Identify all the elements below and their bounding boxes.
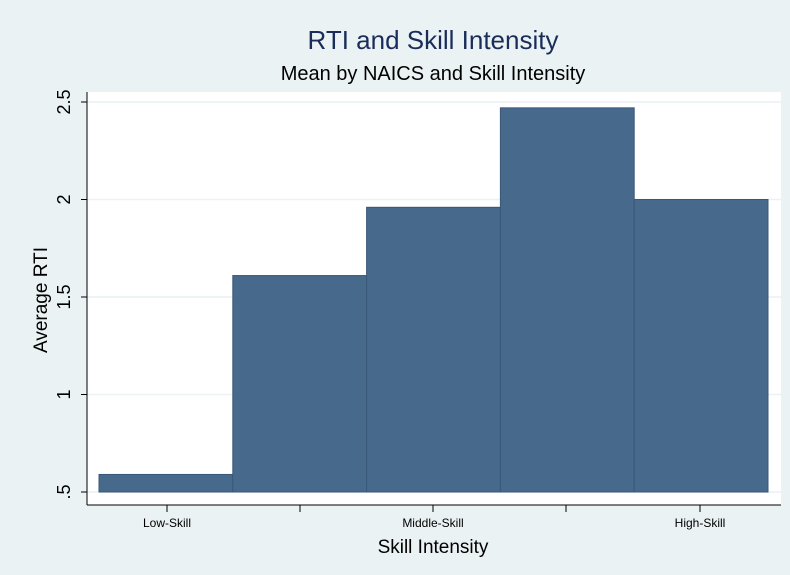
bar-4 [633, 199, 769, 493]
y-tick-label-2: 1.5 [54, 284, 74, 309]
x-tick-label-2: High-Skill [675, 516, 726, 530]
x-axis-title: Skill Intensity [378, 537, 489, 558]
y-tick-label-4: 2.5 [54, 89, 74, 114]
y-tick-label-0: .5 [54, 484, 74, 499]
bar-3 [499, 107, 635, 493]
axes: .5 1 1.5 2 2.5 Low-Skill Middle-Skill High-Skil… [54, 89, 781, 530]
y-axis-title: Average RTI [31, 247, 52, 353]
x-tick-label-0: Low-Skill [143, 516, 191, 530]
chart-subtitle: Mean by NAICS and Skill Intensity [281, 63, 586, 85]
bars [98, 107, 769, 493]
y-tick-label-1: 1 [54, 389, 74, 399]
bar-1 [232, 275, 368, 493]
y-tick-label-3: 2 [54, 194, 74, 204]
bar-2 [366, 206, 501, 493]
chart-title: RTI and Skill Intensity [308, 25, 559, 55]
bar-0 [98, 473, 234, 493]
x-tick-label-1: Middle-Skill [402, 516, 463, 530]
